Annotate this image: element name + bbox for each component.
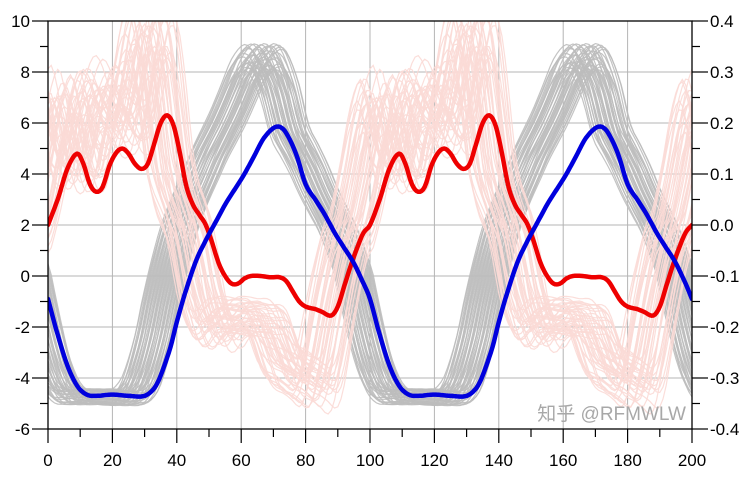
background-traces bbox=[48, 21, 692, 415]
y2-tick-label: -0.4 bbox=[710, 420, 739, 439]
gray-trace bbox=[48, 66, 692, 394]
x-tick-label: 100 bbox=[356, 451, 384, 470]
red-series-line bbox=[48, 113, 692, 318]
pink-trace bbox=[48, 44, 692, 390]
gray-trace bbox=[48, 52, 692, 402]
y2-tick-label: -0.2 bbox=[710, 318, 739, 337]
y2-tick-label: 0.4 bbox=[710, 12, 734, 31]
gray-trace bbox=[48, 47, 692, 404]
y-tick-label: -4 bbox=[15, 369, 30, 388]
x-tick-label: 160 bbox=[549, 451, 577, 470]
y2-tick-label: -0.3 bbox=[710, 369, 739, 388]
x-tick-label: 60 bbox=[232, 451, 251, 470]
gray-trace bbox=[48, 48, 692, 404]
watermark: 知乎 @RFMWLW bbox=[537, 403, 686, 425]
gray-trace bbox=[48, 43, 692, 406]
x-tick-label: 20 bbox=[103, 451, 122, 470]
gray-trace bbox=[48, 42, 692, 407]
x-tick-label: 80 bbox=[296, 451, 315, 470]
y-tick-label: -6 bbox=[15, 420, 30, 439]
x-tick-label: 140 bbox=[485, 451, 513, 470]
pink-trace bbox=[48, 21, 692, 394]
x-tick-label: 40 bbox=[167, 451, 186, 470]
x-tick-label: 200 bbox=[678, 451, 706, 470]
axes: 1086420-2-4-60.40.30.20.10.0-0.1-0.2-0.3… bbox=[11, 12, 739, 470]
x-tick-label: 120 bbox=[420, 451, 448, 470]
x-tick-label: 180 bbox=[613, 451, 641, 470]
blue-series-line bbox=[48, 124, 692, 399]
y-tick-label: -2 bbox=[15, 318, 30, 337]
pink-trace bbox=[48, 25, 692, 409]
y-tick-label: 8 bbox=[21, 63, 30, 82]
pink-trace bbox=[48, 21, 692, 387]
y2-tick-label: 0.3 bbox=[710, 63, 734, 82]
x-tick-label: 0 bbox=[43, 451, 52, 470]
y2-tick-label: -0.1 bbox=[710, 267, 739, 286]
gray-trace bbox=[48, 66, 692, 394]
pink-trace bbox=[48, 74, 692, 386]
gray-trace bbox=[48, 67, 692, 393]
series-lines bbox=[48, 113, 692, 399]
y-tick-label: 6 bbox=[21, 114, 30, 133]
gray-trace bbox=[48, 69, 692, 392]
y-tick-label: 2 bbox=[21, 216, 30, 235]
y-tick-label: 0 bbox=[21, 267, 30, 286]
y-tick-label: 10 bbox=[11, 12, 30, 31]
gray-trace bbox=[48, 44, 692, 406]
y-tick-label: 4 bbox=[21, 165, 30, 184]
y2-tick-label: 0.1 bbox=[710, 165, 734, 184]
y2-tick-label: 0.2 bbox=[710, 114, 734, 133]
y2-tick-label: 0.0 bbox=[710, 216, 734, 235]
gray-trace bbox=[48, 69, 692, 392]
